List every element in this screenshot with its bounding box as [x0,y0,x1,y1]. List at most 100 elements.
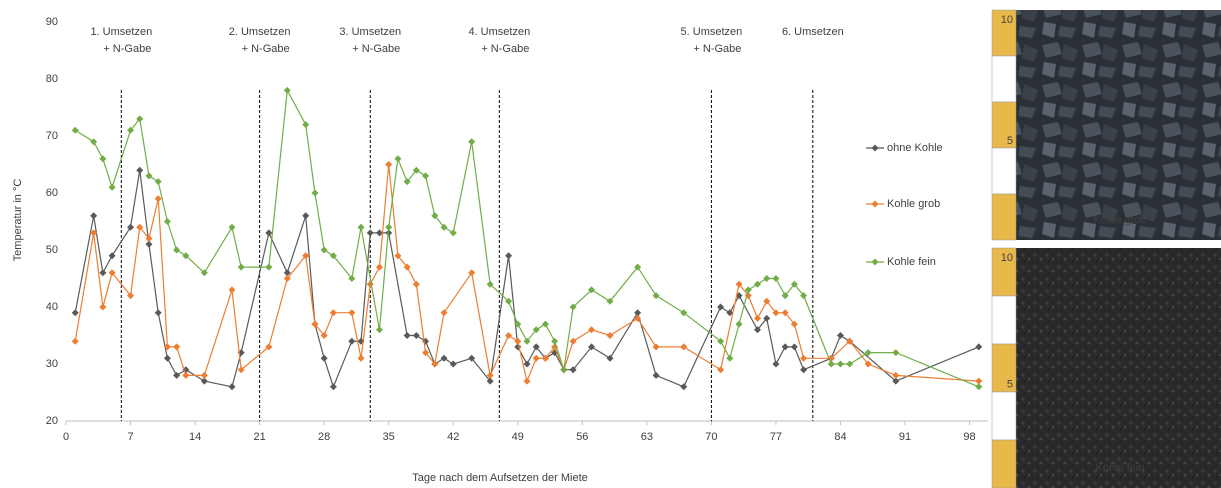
ruler-segment [992,148,1016,194]
point [800,366,807,373]
point [653,372,660,379]
x-tick-label: 84 [834,431,846,443]
point [975,383,982,390]
x-tick-label: 91 [899,431,911,443]
photo-caption: Kohle fein [1096,462,1145,474]
point [606,332,613,339]
point [311,190,318,197]
event-label: 4. Umsetzen [468,26,530,38]
point [800,355,807,362]
ruler-segment [992,392,1016,440]
point [726,355,733,362]
ruler-segment [992,296,1016,344]
photo-caption: Kohle grob [1093,214,1146,226]
y-axis-title: Temperatur in °C [12,179,24,262]
point [837,361,844,368]
point [228,286,235,293]
point [330,309,337,316]
y-tick-label: 30 [46,358,58,370]
point [680,383,687,390]
x-tick-label: 0 [63,431,69,443]
event-label: 6. Umsetzen [782,26,844,38]
legend-label: Kohle fein [887,256,936,268]
point [321,247,328,254]
point [551,338,558,345]
ruler-label: 5 [1007,135,1013,147]
point [284,87,291,94]
point [164,218,171,225]
event-label: 2. Umsetzen [229,26,291,38]
point [791,343,798,350]
point [413,332,420,339]
point [533,355,540,362]
point [348,338,355,345]
point [736,321,743,328]
point [588,326,595,333]
point [99,304,106,311]
point [136,167,143,174]
chart: Temperatur in °C Tage nach dem Aufsetzen… [0,0,1221,488]
point [514,338,521,345]
point [358,355,365,362]
event-label: 5. Umsetzen [681,26,743,38]
point [173,372,180,379]
x-tick-label: 49 [512,431,524,443]
x-tick-label: 14 [189,431,201,443]
point [376,326,383,333]
point [763,275,770,282]
event-label: + N-Gabe [242,43,290,55]
y-tick-label: 40 [46,301,58,313]
point [837,332,844,339]
legend-label: Kohle grob [887,198,940,210]
point [505,332,512,339]
point [201,372,208,379]
x-tick-label: 35 [383,431,395,443]
point [413,281,420,288]
x-axis-title: Tage nach dem Aufsetzen der Miete [412,472,588,484]
point [542,321,549,328]
point [653,292,660,299]
event-label: + N-Gabe [481,43,529,55]
point [348,309,355,316]
point [228,383,235,390]
point [155,309,162,316]
point [441,309,448,316]
legend-marker [872,259,879,266]
point [367,229,374,236]
y-tick-label: 80 [46,73,58,85]
point [892,372,899,379]
x-tick-label: 77 [770,431,782,443]
ruler-segment [992,56,1016,102]
point [782,343,789,350]
x-tick-label: 42 [447,431,459,443]
point [772,361,779,368]
point [228,224,235,231]
point [302,121,309,128]
point [265,229,272,236]
point [450,361,457,368]
ruler-label: 10 [1001,252,1013,264]
point [99,269,106,276]
legend-label: ohne Kohle [887,142,943,154]
event-label: + N-Gabe [103,43,151,55]
point [90,138,97,145]
point [892,349,899,356]
point [155,178,162,185]
point [90,212,97,219]
point [127,224,134,231]
point [321,355,328,362]
point [846,361,853,368]
point [238,264,245,271]
point [302,212,309,219]
point [164,355,171,362]
point [109,252,116,259]
point [717,366,724,373]
point [72,309,79,316]
point [524,361,531,368]
point [717,304,724,311]
y-tick-label: 60 [46,187,58,199]
point [606,355,613,362]
point [422,172,429,179]
y-tick-label: 50 [46,244,58,256]
